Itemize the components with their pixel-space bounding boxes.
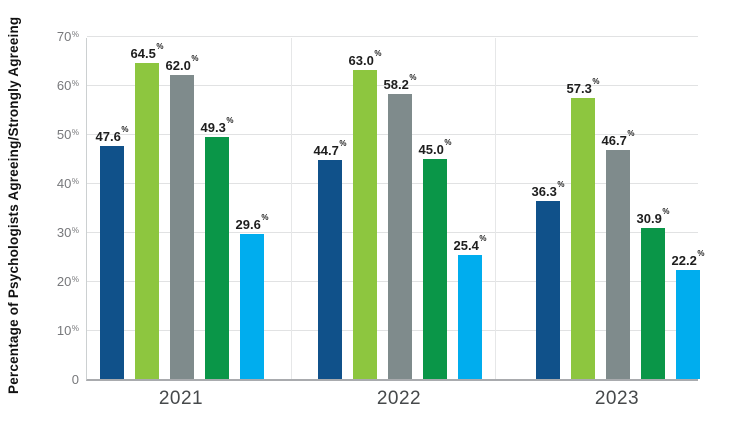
- y-tick-label-40: 40%: [56, 176, 79, 191]
- bar-cell: 47.6%: [95, 124, 129, 379]
- plot-area: 47.6% 64.5% 62.0% 49.3% 29.6% 44.7% 63.0% 58.2%…: [86, 36, 705, 381]
- percent-superscript: %: [339, 138, 347, 148]
- percent-superscript: %: [374, 49, 382, 59]
- bar-cell: 25.4%: [453, 233, 487, 379]
- bar-value-label: 46.7%: [601, 129, 635, 149]
- bar-value-label: 63.0%: [348, 49, 382, 69]
- bar-value-label: 22.2%: [671, 249, 705, 269]
- bar-group-2022: 44.7% 63.0% 58.2% 45.0% 25.4%: [313, 38, 487, 379]
- percent-superscript: %: [191, 54, 199, 64]
- bar-light-blue-2021: [240, 233, 264, 379]
- x-category-label-2023: 2023: [594, 388, 640, 409]
- percent-superscript: %: [71, 30, 79, 39]
- bar-value-label: 45.0%: [418, 137, 452, 157]
- bar-value-label: 47.6%: [95, 124, 129, 144]
- bar-value-label: 44.7%: [313, 138, 347, 158]
- bar-cell: 62.0%: [165, 54, 199, 379]
- bar-cell: 46.7%: [601, 129, 635, 379]
- bar-green-2023: [641, 227, 665, 379]
- bar-value-label: 64.5%: [130, 41, 164, 61]
- bar-group-2021: 47.6% 64.5% 62.0% 49.3% 29.6%: [95, 38, 269, 379]
- bar-value-label: 30.9%: [636, 206, 670, 226]
- bar-value-label: 62.0%: [165, 54, 199, 74]
- y-tick-label-20: 20%: [56, 274, 79, 289]
- bar-gray-2021: [170, 75, 194, 379]
- x-category-label-2022: 2022: [376, 388, 422, 409]
- bar-cell: 45.0%: [418, 137, 452, 379]
- bar-value-label: 25.4%: [453, 233, 487, 253]
- bar-light-green-2023: [571, 98, 595, 379]
- percent-superscript: %: [479, 233, 487, 243]
- bar-cell: 36.3%: [531, 180, 565, 379]
- group-separator: [495, 38, 496, 379]
- percent-superscript: %: [662, 206, 670, 216]
- bar-cell: 44.7%: [313, 138, 347, 379]
- y-tick-label-60: 60%: [56, 78, 79, 93]
- bar-value-label: 49.3%: [200, 116, 234, 136]
- group-separator: [291, 38, 292, 379]
- bar-group-2023: 36.3% 57.3% 46.7% 30.9% 22.2%: [531, 38, 705, 379]
- percent-superscript: %: [156, 41, 164, 51]
- bar-value-label: 57.3%: [566, 77, 600, 97]
- bar-dark-blue-2022: [318, 159, 342, 379]
- y-axis-title: Percentage of Psychologists Agreeing/Str…: [6, 16, 21, 394]
- percent-superscript: %: [697, 249, 705, 259]
- percent-superscript: %: [121, 124, 129, 134]
- bar-cell: 58.2%: [383, 72, 417, 379]
- bar-cell: 30.9%: [636, 206, 670, 379]
- bar-cell: 22.2%: [671, 249, 705, 379]
- percent-superscript: %: [71, 275, 79, 284]
- y-tick-label-70: 70%: [56, 29, 79, 44]
- percent-superscript: %: [71, 177, 79, 186]
- bar-gray-2022: [388, 93, 412, 379]
- bar-light-green-2021: [135, 62, 159, 379]
- gridline-70: [87, 36, 698, 37]
- bar-cell: 63.0%: [348, 49, 382, 379]
- bar-green-2022: [423, 158, 447, 379]
- bar-light-blue-2022: [458, 254, 482, 379]
- percent-superscript: %: [627, 129, 635, 139]
- percent-superscript: %: [261, 212, 269, 222]
- bar-cell: 57.3%: [566, 77, 600, 379]
- y-tick-label-50: 50%: [56, 127, 79, 142]
- bar-value-label: 29.6%: [235, 212, 269, 232]
- y-tick-label-10: 10%: [56, 323, 79, 338]
- bar-cell: 29.6%: [235, 212, 269, 379]
- percent-superscript: %: [592, 77, 600, 87]
- percent-superscript: %: [226, 116, 234, 126]
- percent-superscript: %: [71, 226, 79, 235]
- bar-light-green-2022: [353, 70, 377, 379]
- bar-dark-blue-2021: [100, 145, 124, 379]
- bar-cell: 49.3%: [200, 116, 234, 379]
- bar-green-2021: [205, 137, 229, 379]
- bar-dark-blue-2023: [536, 201, 560, 379]
- percent-superscript: %: [71, 128, 79, 137]
- percent-superscript: %: [557, 180, 565, 190]
- bar-value-label: 58.2%: [383, 72, 417, 92]
- gridline-60: [87, 85, 698, 86]
- y-tick-label-0: 0: [71, 372, 79, 387]
- bar-value-label: 36.3%: [531, 180, 565, 200]
- percent-superscript: %: [444, 137, 452, 147]
- bar-light-blue-2023: [676, 270, 700, 379]
- percent-superscript: %: [409, 72, 417, 82]
- bar-gray-2023: [606, 150, 630, 379]
- bar-cell: 64.5%: [130, 41, 164, 379]
- y-tick-label-30: 30%: [56, 225, 79, 240]
- x-category-label-2021: 2021: [158, 388, 204, 409]
- percent-superscript: %: [71, 324, 79, 333]
- percent-superscript: %: [71, 79, 79, 88]
